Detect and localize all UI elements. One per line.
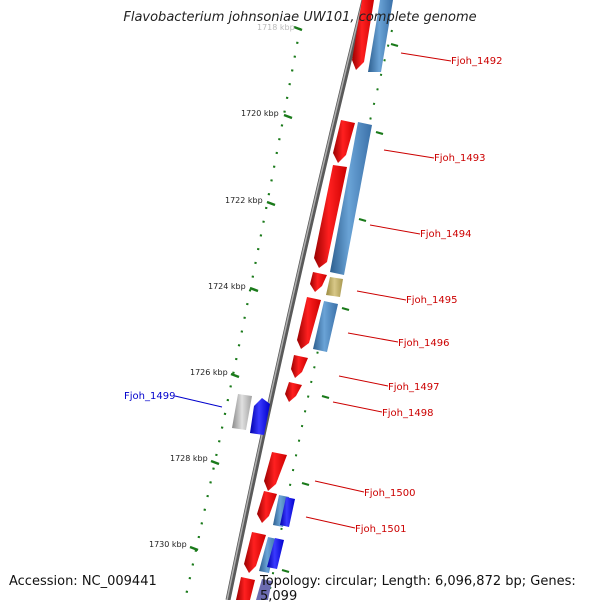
gene-arrow-bright-blue[interactable] xyxy=(280,497,295,527)
feature-tick xyxy=(390,42,399,48)
leader-line-fjoh-1494 xyxy=(369,224,421,235)
gene-label-fjoh-1499[interactable]: Fjoh_1499 xyxy=(124,391,175,402)
tick-mark xyxy=(189,545,199,552)
gene-arrow-forward[interactable] xyxy=(244,532,266,573)
tick-mark xyxy=(266,200,276,207)
genome-backbone-highlight xyxy=(226,0,364,600)
ruler-dotted-arc xyxy=(183,27,302,600)
gene-arrow-bright-blue[interactable] xyxy=(267,538,284,569)
tick-mark xyxy=(249,286,259,293)
forward-genes xyxy=(236,0,374,600)
kbp-tick-label: 1728 kbp xyxy=(170,454,208,463)
gene-arrow-fjoh-1499[interactable] xyxy=(250,398,270,435)
leader-line-fjoh-1495 xyxy=(356,290,407,301)
gene-label-fjoh-1493[interactable]: Fjoh_1493 xyxy=(434,153,485,164)
gene-arrow-fjoh-1494[interactable] xyxy=(314,165,347,268)
gene-label-fjoh-1494[interactable]: Fjoh_1494 xyxy=(420,229,471,240)
gene-arrow-fjoh-1501[interactable] xyxy=(257,491,277,523)
leader-line-fjoh-1493 xyxy=(383,149,435,159)
leader-line-fjoh-1499 xyxy=(174,395,223,408)
leader-line-fjoh-1497 xyxy=(338,375,389,387)
genome-backbone xyxy=(225,0,367,600)
feature-tick xyxy=(341,306,350,312)
accession-text: Accession: NC_009441 xyxy=(9,574,157,589)
feature-ticks xyxy=(281,42,399,574)
gene-label-fjoh-1492[interactable]: Fjoh_1492 xyxy=(451,56,502,67)
gene-arrow-fjoh-1493[interactable] xyxy=(333,120,355,163)
gene-arrow-forward[interactable] xyxy=(236,577,255,600)
gene-arrow-reverse[interactable] xyxy=(256,579,272,600)
reverse-genes xyxy=(256,0,393,600)
kbp-tick-label: 1724 kbp xyxy=(208,282,246,291)
tick-mark xyxy=(230,372,240,379)
gene-arrow-reverse[interactable] xyxy=(259,537,277,573)
leader-line-fjoh-1496 xyxy=(347,332,399,343)
gene-label-fjoh-1497[interactable]: Fjoh_1497 xyxy=(388,382,439,393)
gene-label-fjoh-1500[interactable]: Fjoh_1500 xyxy=(364,488,415,499)
gene-arrow-fjoh-1492[interactable] xyxy=(352,0,374,70)
feature-tick xyxy=(358,217,367,223)
tick-mark xyxy=(293,25,303,32)
gene-label-fjoh-1501[interactable]: Fjoh_1501 xyxy=(355,524,406,535)
gene-label-fjoh-1496[interactable]: Fjoh_1496 xyxy=(398,338,449,349)
kbp-tick-label: 1720 kbp xyxy=(241,109,279,118)
tick-mark xyxy=(283,113,293,120)
leader-line-fjoh-1492 xyxy=(400,52,452,62)
gene-label-fjoh-1495[interactable]: Fjoh_1495 xyxy=(406,295,457,306)
leader-line-fjoh-1501 xyxy=(305,516,356,529)
kbp-tick-label: 1722 kbp xyxy=(225,196,263,205)
leader-line-fjoh-1500 xyxy=(314,480,365,493)
feature-tick xyxy=(321,394,330,400)
feature-tick xyxy=(375,130,384,136)
gene-arrow-fjoh-1495[interactable] xyxy=(310,272,327,292)
gene-arrow-reverse[interactable] xyxy=(368,0,393,72)
gene-arrow-reverse[interactable] xyxy=(330,122,372,275)
kbp-tick-label: 1730 kbp xyxy=(149,540,187,549)
gene-arrow-fjoh-1498[interactable] xyxy=(285,382,302,402)
gene-label-fjoh-1498[interactable]: Fjoh_1498 xyxy=(382,408,433,419)
gene-arrow-fjoh-1500[interactable] xyxy=(264,452,287,491)
feature-tick xyxy=(281,568,290,574)
gene-arrow-reverse[interactable] xyxy=(313,301,338,352)
genome-title: Flavobacterium johnsoniae UW101, complet… xyxy=(123,10,477,25)
feature-tick xyxy=(301,481,310,487)
gene-arrow-fjoh-1499-grey[interactable] xyxy=(232,394,252,430)
kbp-tick-label: 1726 kbp xyxy=(190,368,228,377)
leader-line-fjoh-1498 xyxy=(332,401,383,413)
tick-mark xyxy=(210,459,220,466)
kbp-ticks xyxy=(189,25,303,552)
gene-arrow-fjoh-1495-pseudo[interactable] xyxy=(326,277,343,297)
gene-arrow-fjoh-1497[interactable] xyxy=(291,355,308,378)
leader-lines xyxy=(174,52,452,529)
gene-arrow-fjoh-1496[interactable] xyxy=(297,297,321,349)
kbp-tick-label: 1718 kbp xyxy=(257,23,295,32)
